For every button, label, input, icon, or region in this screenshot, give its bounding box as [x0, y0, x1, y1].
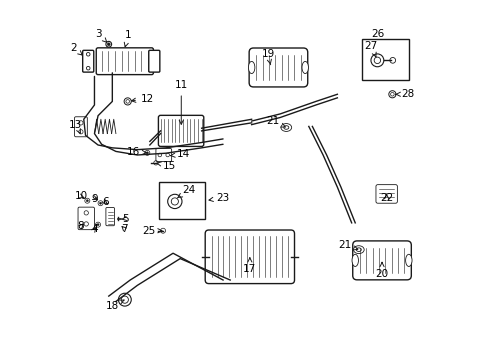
Text: 2: 2	[70, 43, 82, 55]
Text: 18: 18	[105, 300, 124, 311]
Text: 21: 21	[338, 240, 357, 250]
Ellipse shape	[405, 254, 411, 266]
FancyBboxPatch shape	[82, 50, 94, 72]
Text: 1: 1	[124, 30, 131, 47]
Text: 25: 25	[142, 226, 162, 236]
Text: 6: 6	[102, 197, 108, 207]
Text: 20: 20	[375, 262, 388, 279]
Ellipse shape	[248, 62, 254, 73]
Text: 4: 4	[91, 224, 98, 234]
Text: 8: 8	[78, 221, 84, 231]
Circle shape	[97, 224, 99, 226]
Text: 21: 21	[265, 116, 285, 127]
Bar	[159, 182, 205, 219]
Ellipse shape	[351, 254, 358, 266]
Text: 16: 16	[127, 147, 146, 157]
FancyBboxPatch shape	[158, 115, 203, 147]
FancyBboxPatch shape	[375, 185, 397, 203]
Text: 26: 26	[370, 29, 383, 39]
FancyBboxPatch shape	[106, 207, 114, 226]
FancyBboxPatch shape	[156, 149, 171, 161]
FancyBboxPatch shape	[205, 230, 294, 284]
Text: 23: 23	[208, 193, 229, 203]
Text: 28: 28	[395, 89, 414, 99]
Ellipse shape	[283, 126, 288, 129]
Bar	[362, 39, 408, 80]
Text: 7: 7	[122, 224, 128, 234]
Text: 9: 9	[92, 194, 98, 203]
Text: 13: 13	[69, 120, 82, 133]
Text: 22: 22	[379, 193, 392, 203]
Text: 15: 15	[157, 161, 176, 171]
Ellipse shape	[356, 248, 361, 251]
Text: 12: 12	[131, 94, 154, 104]
Text: 14: 14	[170, 149, 189, 159]
Ellipse shape	[302, 62, 308, 73]
FancyBboxPatch shape	[74, 117, 87, 137]
Text: 17: 17	[243, 258, 256, 274]
FancyBboxPatch shape	[248, 48, 307, 87]
FancyBboxPatch shape	[78, 207, 94, 230]
Text: 24: 24	[177, 185, 195, 198]
Text: 11: 11	[174, 80, 187, 124]
Ellipse shape	[281, 123, 291, 131]
Text: 10: 10	[74, 192, 87, 202]
Text: 27: 27	[364, 41, 377, 57]
Text: 3: 3	[95, 28, 106, 42]
FancyBboxPatch shape	[96, 48, 153, 75]
Circle shape	[107, 43, 110, 46]
Text: 19: 19	[261, 49, 274, 65]
Ellipse shape	[353, 246, 364, 253]
Text: 5: 5	[122, 213, 129, 224]
Circle shape	[99, 202, 102, 204]
Circle shape	[146, 152, 148, 154]
FancyBboxPatch shape	[352, 241, 410, 280]
Circle shape	[86, 200, 88, 202]
FancyBboxPatch shape	[148, 50, 160, 72]
